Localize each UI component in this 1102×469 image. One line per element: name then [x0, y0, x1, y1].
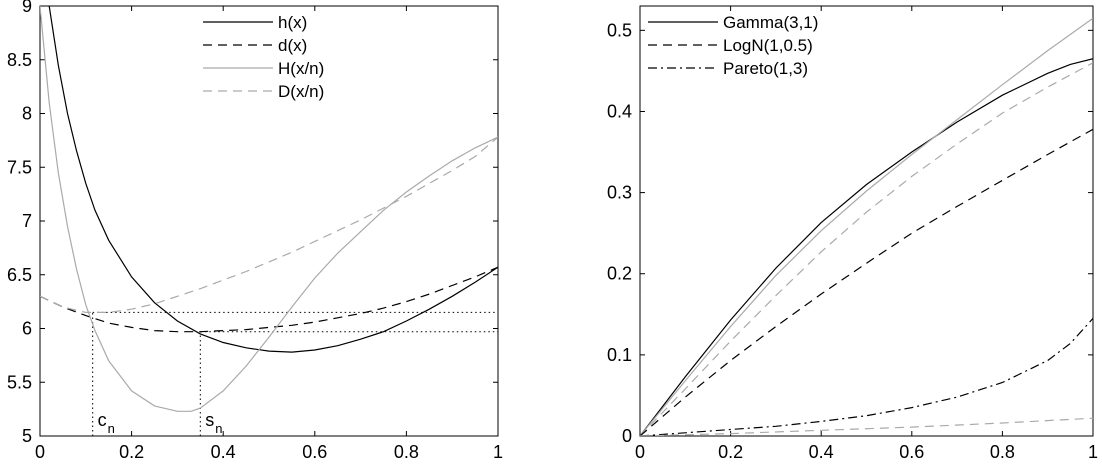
x-tick-label: 0.8	[990, 442, 1015, 462]
y-tick-label: 0.2	[607, 264, 632, 284]
series-line-unlabeled-2	[640, 62, 1093, 436]
x-tick-label: 0.8	[394, 442, 419, 462]
plot-area-frame	[639, 5, 1094, 437]
x-tick-label: 0	[35, 442, 45, 462]
y-tick-label: 6	[22, 319, 32, 339]
series-line-gamma-3-1	[640, 58, 1093, 436]
series-line-d-x	[40, 266, 498, 333]
y-tick-label: 8	[22, 104, 32, 124]
x-tick-label: 0	[635, 442, 645, 462]
series-line-d-x-n	[40, 136, 498, 313]
annotation-label: c	[98, 410, 107, 430]
legend-label: H(x/n)	[278, 59, 324, 78]
annotation-subscript: n	[108, 421, 115, 436]
legend-label: Gamma(3,1)	[723, 13, 818, 32]
y-tick-label: 8.5	[7, 50, 32, 70]
legend-label: Pareto(1,3)	[723, 59, 808, 78]
x-tick-label: 0.4	[211, 442, 236, 462]
x-tick-label: 0.2	[718, 442, 743, 462]
x-tick-label: 0.6	[302, 442, 327, 462]
legend-label: d(x)	[278, 36, 307, 55]
annotation-subscript: n	[215, 421, 222, 436]
y-tick-label: 5	[22, 426, 32, 446]
y-tick-label: 5.5	[7, 372, 32, 392]
x-tick-label: 0.2	[119, 442, 144, 462]
y-tick-label: 6.5	[7, 265, 32, 285]
y-tick-label: 7	[22, 211, 32, 231]
y-tick-label: 9	[22, 0, 32, 16]
y-tick-label: 0.4	[607, 101, 632, 121]
series-line-unlabeled-5	[640, 417, 1093, 436]
x-tick-label: 0.4	[809, 442, 834, 462]
y-tick-label: 0.1	[607, 345, 632, 365]
legend-label: LogN(1,0.5)	[723, 36, 813, 55]
series-line-h-x	[48, 6, 498, 353]
x-tick-label: 1	[493, 442, 503, 462]
legend-label: D(x/n)	[278, 82, 324, 101]
y-tick-label: 0.5	[607, 20, 632, 40]
x-tick-label: 0.6	[899, 442, 924, 462]
left-chart-panel: 0 0.2 0.4 0.6 0.8 155.566.577.588.59c n s nh(x)d…	[7, 0, 503, 462]
series-line-pareto-1-3	[640, 317, 1093, 436]
y-tick-label: 0.3	[607, 183, 632, 203]
y-tick-label: 7.5	[7, 157, 32, 177]
series-line-h-x-n	[40, 6, 498, 412]
series-line-logn-1-0-5	[640, 128, 1093, 436]
right-chart-panel: 0 0.2 0.4 0.6 0.8 1 0 0.1 0.2 0.3 0.4 0.5 Gamma(3,1)…	[607, 5, 1098, 462]
x-tick-label: 1	[1088, 442, 1098, 462]
y-tick-label: 0	[622, 426, 632, 446]
plot-area-frame	[39, 5, 499, 437]
annotation-label: s	[205, 410, 214, 430]
series-line-unlabeled-1	[640, 17, 1093, 436]
legend-label: h(x)	[278, 13, 307, 32]
